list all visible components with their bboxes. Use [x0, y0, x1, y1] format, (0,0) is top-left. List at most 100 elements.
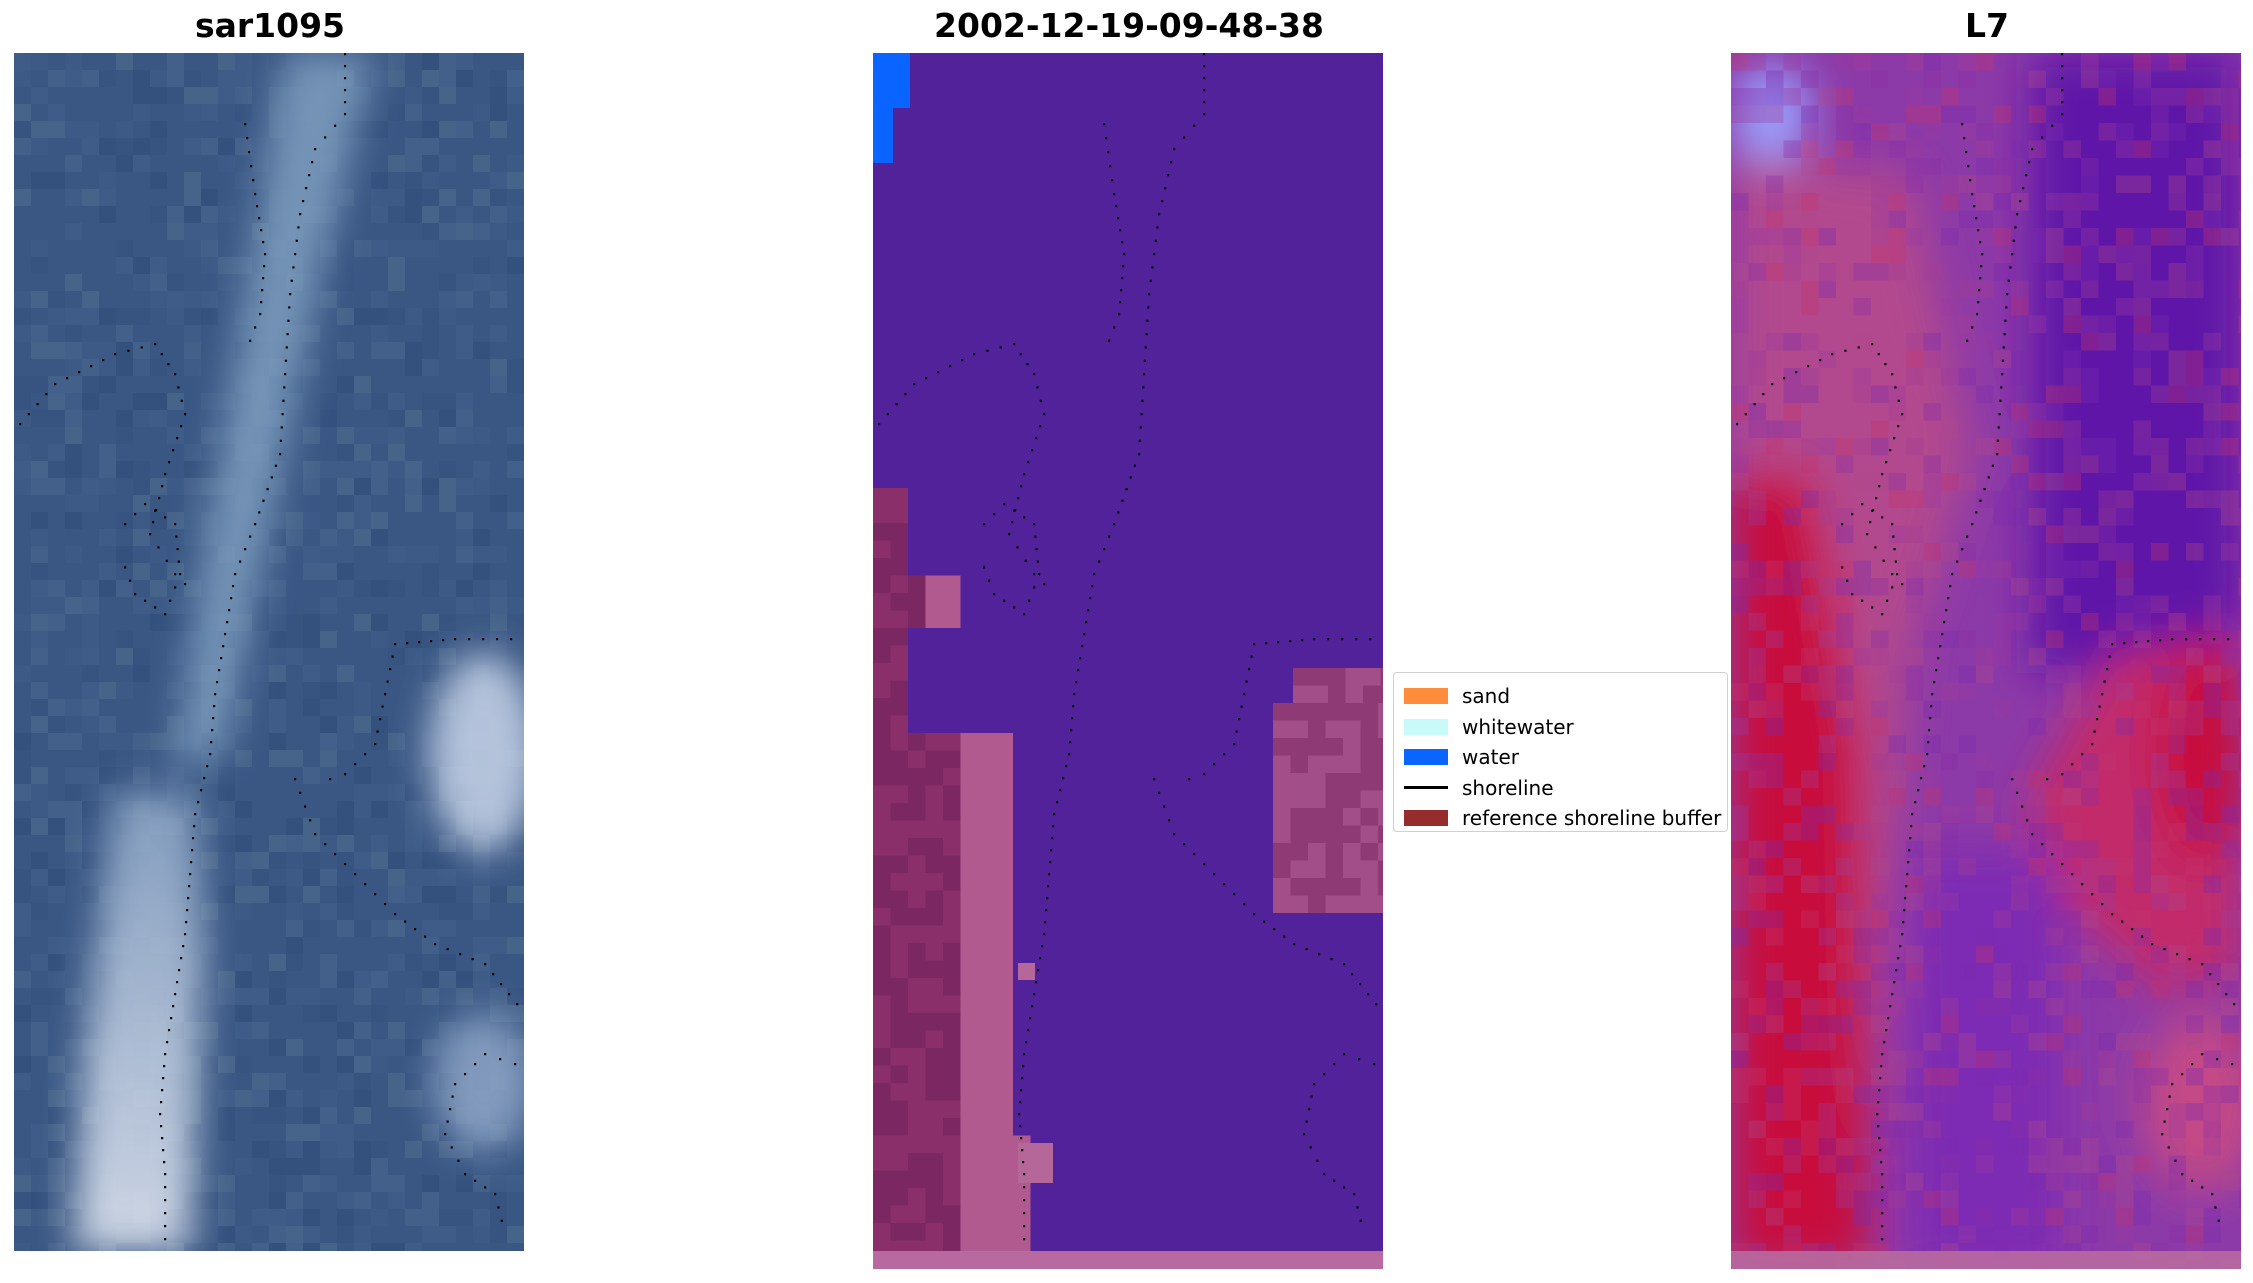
pixel-block — [2081, 875, 2099, 893]
whitewater-swatch — [1404, 718, 1448, 735]
shoreline-point — [1143, 359, 1147, 362]
shoreline-point — [1358, 1058, 1361, 1061]
pixel-block — [116, 240, 133, 257]
pixel-block — [439, 393, 456, 410]
pixel-block — [1273, 878, 1291, 896]
pixel-block — [1818, 735, 1836, 753]
pixel-block — [490, 597, 507, 614]
pixel-block — [2046, 1120, 2064, 1138]
shoreline-point — [154, 509, 157, 512]
pixel-block — [507, 988, 524, 1005]
shoreline-point — [1052, 825, 1055, 828]
pixel-block — [252, 1243, 269, 1251]
pixel-block — [1976, 928, 1994, 946]
pixel-block — [1308, 755, 1326, 773]
shoreline-point — [1115, 205, 1118, 208]
pixel-block — [995, 1170, 1013, 1188]
pixel-block — [252, 1073, 269, 1090]
shoreline-point — [1023, 1053, 1026, 1056]
shoreline-point — [1027, 461, 1030, 464]
pixel-block — [320, 1107, 337, 1124]
pixel-block — [2238, 228, 2241, 246]
pixel-block — [2098, 980, 2116, 998]
pixel-block — [1766, 928, 1784, 946]
pixel-block — [2203, 420, 2221, 438]
pixel-block — [1853, 263, 1871, 281]
pixel-block — [286, 920, 303, 937]
pixel-block — [405, 954, 422, 971]
shoreline-point — [406, 642, 409, 645]
pixel-block — [1888, 1190, 1906, 1208]
pixel-block — [1766, 770, 1784, 788]
pixel-block — [1731, 578, 1749, 596]
pixel-block — [1818, 963, 1836, 981]
pixel-block — [354, 240, 371, 257]
sar-image-canvas — [14, 53, 524, 1251]
pixel-block — [99, 529, 116, 546]
pixel-block — [218, 87, 235, 104]
shoreline-point — [500, 1219, 503, 1222]
pixel-block — [320, 682, 337, 699]
shoreline-point — [1019, 1125, 1022, 1128]
pixel-block — [490, 359, 507, 376]
pixel-block — [1801, 910, 1819, 928]
pixel-block — [422, 172, 439, 189]
pixel-block — [1325, 755, 1343, 773]
pixel-block — [908, 610, 926, 628]
pixel-block — [252, 1090, 269, 1107]
pixel-block — [167, 393, 184, 410]
pixel-block — [1766, 718, 1784, 736]
shoreline-point — [1044, 921, 1047, 924]
pixel-block — [14, 750, 31, 767]
shoreline-point — [1941, 633, 1944, 636]
pixel-block — [439, 988, 456, 1005]
pixel-block — [1766, 998, 1784, 1016]
pixel-block — [2098, 455, 2116, 473]
pixel-block — [1941, 543, 1959, 561]
pixel-block — [2203, 595, 2221, 613]
pixel-block — [1783, 1068, 1801, 1086]
pixel-block — [371, 70, 388, 87]
shoreline-point — [45, 393, 48, 396]
pixel-block — [31, 53, 48, 70]
shoreline-point — [2151, 943, 2154, 946]
pixel-block — [1783, 1085, 1801, 1103]
shoreline-point — [1151, 266, 1154, 269]
shoreline-point — [209, 753, 212, 756]
pixel-block — [133, 478, 150, 495]
shoreline-point — [1071, 717, 1074, 720]
shoreline-point — [1119, 301, 1122, 304]
pixel-block — [2186, 1208, 2204, 1226]
pixel-block — [507, 648, 524, 665]
pixel-block — [1360, 895, 1378, 913]
pixel-block — [2221, 105, 2239, 123]
shoreline-point — [160, 1125, 163, 1128]
pixel-block — [2203, 1138, 2221, 1156]
pixel-block — [133, 308, 150, 325]
pixel-block — [1941, 1033, 1959, 1051]
pixel-block — [133, 733, 150, 750]
pixel-block — [2151, 770, 2169, 788]
pixel-block — [873, 855, 891, 873]
pixel-block — [252, 614, 269, 631]
pixel-block — [1818, 683, 1836, 701]
pixel-block — [2011, 1120, 2029, 1138]
pixel-block — [2133, 315, 2151, 333]
pixel-block — [490, 495, 507, 512]
shoreline-point — [1070, 729, 1073, 732]
pixel-block — [371, 308, 388, 325]
pixel-block — [269, 1175, 286, 1192]
pixel-block — [1378, 755, 1383, 773]
pixel-block — [439, 869, 456, 886]
shoreline-point — [1117, 511, 1120, 514]
shoreline-point — [190, 861, 193, 864]
pixel-block — [31, 954, 48, 971]
shoreline-point — [1023, 1173, 1026, 1176]
pixel-block — [303, 767, 320, 784]
pixel-block — [456, 223, 473, 240]
shoreline-point — [1977, 229, 1980, 232]
pixel-block — [2186, 858, 2204, 876]
pixel-block — [354, 308, 371, 325]
shoreline-point — [1891, 586, 1894, 589]
pixel-block — [422, 121, 439, 138]
